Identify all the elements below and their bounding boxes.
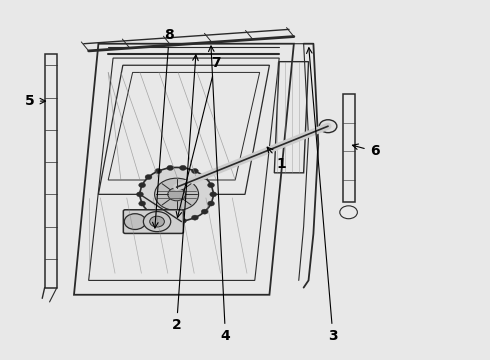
FancyBboxPatch shape (123, 210, 183, 233)
Circle shape (124, 214, 146, 229)
Text: 7: 7 (176, 57, 220, 217)
Circle shape (210, 192, 217, 197)
Circle shape (319, 120, 337, 133)
Circle shape (139, 183, 146, 188)
Circle shape (155, 178, 198, 211)
Circle shape (167, 218, 173, 223)
Circle shape (166, 179, 187, 195)
Circle shape (144, 212, 171, 231)
Circle shape (137, 192, 144, 197)
Circle shape (201, 209, 208, 214)
Circle shape (179, 218, 186, 223)
Circle shape (139, 201, 146, 206)
Text: 6: 6 (352, 144, 379, 158)
Circle shape (208, 201, 215, 206)
Text: 5: 5 (25, 94, 46, 108)
Circle shape (155, 168, 162, 174)
Circle shape (179, 165, 186, 170)
Circle shape (150, 216, 164, 227)
Circle shape (201, 175, 208, 180)
Text: 8: 8 (152, 28, 174, 228)
Text: 4: 4 (209, 46, 230, 343)
Circle shape (192, 215, 198, 220)
Circle shape (145, 209, 152, 214)
Text: 3: 3 (307, 48, 338, 343)
Circle shape (192, 168, 198, 174)
Text: 2: 2 (172, 55, 198, 332)
Circle shape (145, 175, 152, 180)
Circle shape (168, 188, 185, 201)
Text: 1: 1 (267, 147, 287, 171)
Circle shape (208, 183, 215, 188)
Circle shape (167, 165, 173, 170)
Circle shape (140, 167, 213, 221)
Circle shape (155, 215, 162, 220)
